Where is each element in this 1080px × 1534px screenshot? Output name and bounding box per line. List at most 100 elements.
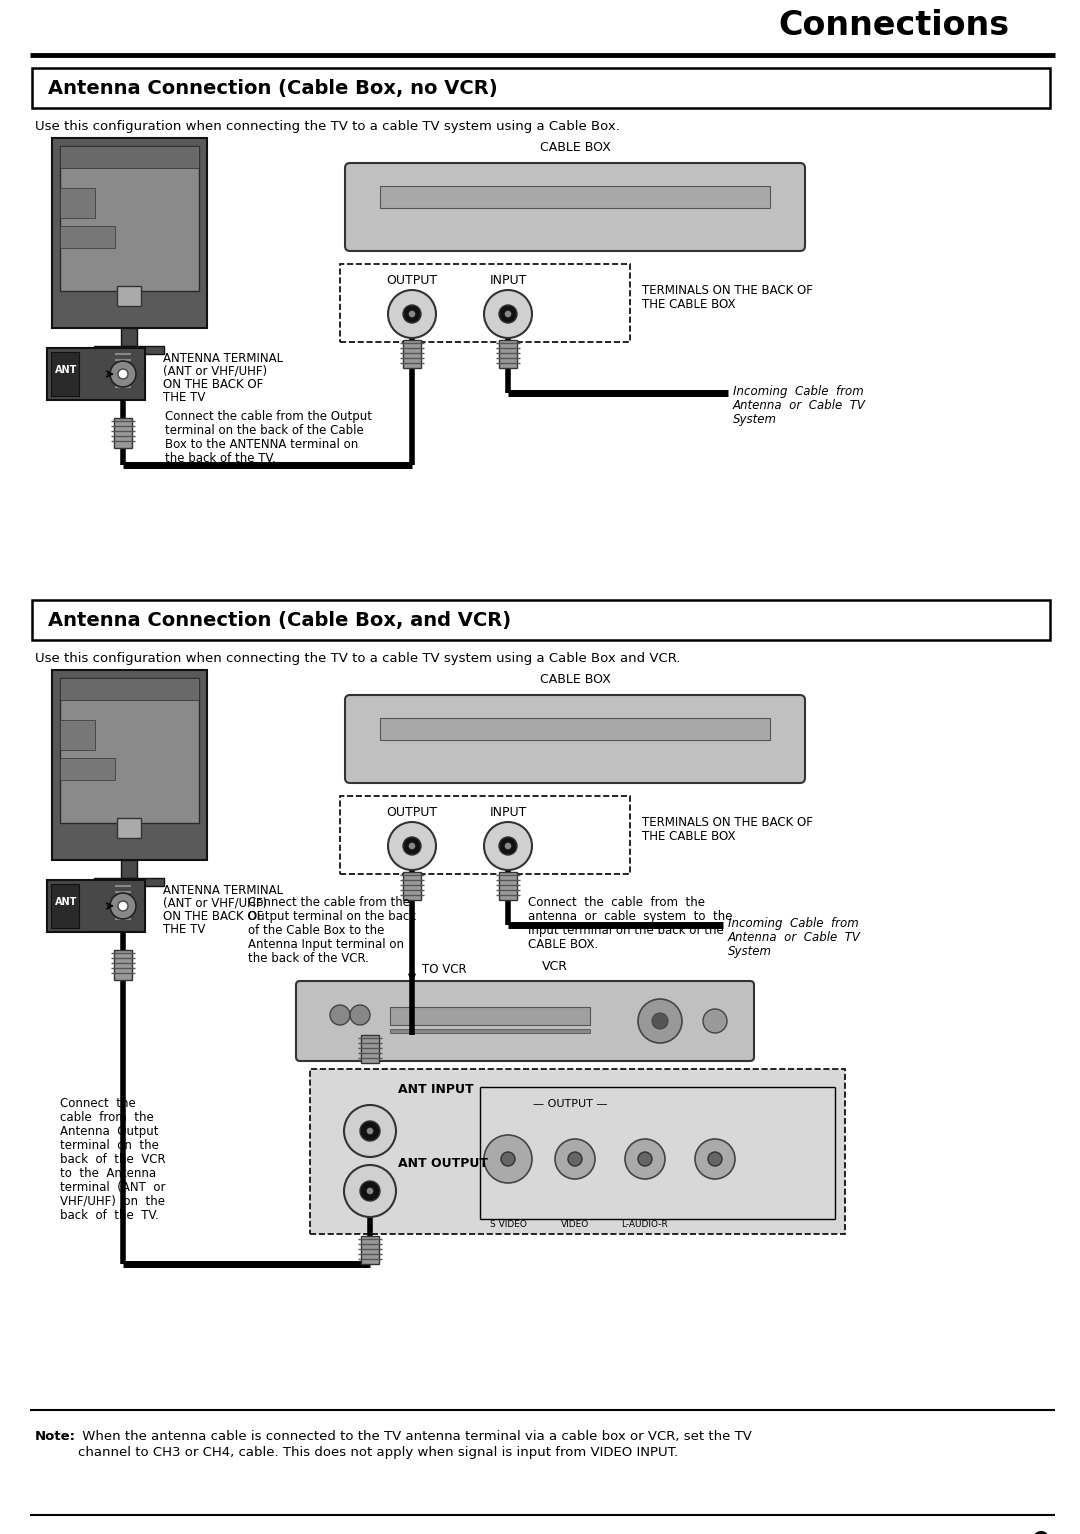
Text: Antenna  or  Cable  TV: Antenna or Cable TV [733, 399, 866, 413]
Text: terminal on the back of the Cable: terminal on the back of the Cable [165, 423, 364, 437]
Circle shape [638, 1152, 652, 1166]
Bar [340, 264, 630, 342]
Text: THE TV: THE TV [163, 391, 205, 403]
Bar [117, 285, 141, 305]
Circle shape [118, 900, 129, 911]
Text: When the antenna cable is connected to the TV antenna terminal via a cable box o: When the antenna cable is connected to t… [78, 1430, 752, 1443]
Text: the back of the TV.: the back of the TV. [165, 453, 275, 465]
Text: Connections: Connections [779, 9, 1010, 41]
Bar [60, 758, 114, 779]
Text: L-AUDIO-R: L-AUDIO-R [622, 1220, 669, 1229]
Text: ANT: ANT [55, 365, 78, 374]
Circle shape [388, 822, 436, 870]
Text: Output terminal on the back: Output terminal on the back [248, 910, 416, 923]
Text: the back of the VCR.: the back of the VCR. [248, 953, 369, 965]
Text: of the Cable Box to the: of the Cable Box to the [248, 923, 384, 937]
Bar [361, 1035, 379, 1063]
Circle shape [367, 1127, 373, 1134]
FancyBboxPatch shape [345, 695, 805, 782]
Circle shape [703, 1009, 727, 1032]
Text: Antenna Input terminal on: Antenna Input terminal on [248, 937, 404, 951]
Text: (ANT or VHF/UHF): (ANT or VHF/UHF) [163, 897, 267, 910]
Bar [60, 146, 199, 169]
Circle shape [118, 370, 129, 379]
Text: VHF/UHF)  on  the: VHF/UHF) on the [60, 1195, 165, 1207]
Text: THE CABLE BOX: THE CABLE BOX [642, 298, 735, 311]
Circle shape [501, 1152, 515, 1166]
Text: Antenna  or  Cable  TV: Antenna or Cable TV [728, 931, 861, 943]
Bar [60, 678, 199, 824]
Text: OUTPUT: OUTPUT [387, 275, 437, 287]
Bar [114, 417, 132, 448]
Text: Connect the cable from the Output: Connect the cable from the Output [165, 410, 372, 423]
Bar [499, 871, 517, 900]
Text: Antenna  Output: Antenna Output [60, 1124, 159, 1138]
Text: ANT INPUT: ANT INPUT [399, 1083, 474, 1095]
Circle shape [499, 305, 517, 324]
Circle shape [409, 844, 415, 848]
Circle shape [625, 1140, 665, 1180]
Text: Box to the ANTENNA terminal on: Box to the ANTENNA terminal on [165, 439, 359, 451]
Circle shape [403, 305, 421, 324]
Circle shape [350, 1005, 370, 1025]
Bar [340, 796, 630, 874]
Text: 9: 9 [1032, 1529, 1050, 1534]
Circle shape [505, 311, 511, 318]
Bar [60, 678, 199, 700]
Bar [380, 186, 770, 209]
Circle shape [484, 1135, 532, 1183]
Bar [390, 1006, 590, 1025]
Text: System: System [733, 413, 777, 426]
Text: TO VCR: TO VCR [422, 963, 467, 976]
Circle shape [360, 1121, 380, 1141]
Text: INPUT: INPUT [489, 275, 527, 287]
Text: (ANT or VHF/UHF): (ANT or VHF/UHF) [163, 365, 267, 377]
Text: terminal  on  the: terminal on the [60, 1140, 159, 1152]
Bar [114, 950, 132, 980]
Text: Incoming  Cable  from: Incoming Cable from [733, 385, 864, 397]
Text: CABLE BOX.: CABLE BOX. [528, 937, 598, 951]
Circle shape [388, 290, 436, 337]
Circle shape [367, 1187, 373, 1193]
Text: to  the  Antenna: to the Antenna [60, 1167, 157, 1180]
Circle shape [360, 1181, 380, 1201]
Text: S VIDEO: S VIDEO [489, 1220, 526, 1229]
Bar [403, 871, 421, 900]
Bar [121, 861, 137, 877]
Text: TERMINALS ON THE BACK OF: TERMINALS ON THE BACK OF [642, 816, 813, 828]
Bar [361, 1236, 379, 1264]
Bar [52, 138, 207, 328]
Text: Incoming  Cable  from: Incoming Cable from [728, 917, 859, 930]
Bar [51, 884, 79, 928]
Text: VIDEO: VIDEO [561, 1220, 589, 1229]
Text: ANT OUTPUT: ANT OUTPUT [399, 1157, 488, 1170]
Circle shape [505, 844, 511, 848]
Bar [32, 67, 1050, 107]
Circle shape [345, 1104, 396, 1157]
Circle shape [652, 1012, 669, 1029]
Bar [94, 347, 164, 354]
Bar [32, 600, 1050, 640]
Bar [48, 348, 145, 400]
Circle shape [110, 893, 136, 919]
Bar [60, 225, 114, 249]
Text: TERMINALS ON THE BACK OF: TERMINALS ON THE BACK OF [642, 284, 813, 298]
FancyBboxPatch shape [345, 163, 805, 252]
Bar [390, 1029, 590, 1032]
Bar [380, 718, 770, 739]
Text: terminal  (ANT  or: terminal (ANT or [60, 1181, 165, 1193]
Bar [117, 818, 141, 838]
Bar [60, 189, 95, 218]
Text: channel to CH3 or CH4, cable. This does not apply when signal is input from VIDE: channel to CH3 or CH4, cable. This does … [78, 1447, 678, 1459]
Text: cable  from  the: cable from the [60, 1111, 153, 1124]
Circle shape [499, 838, 517, 854]
Text: — OUTPUT —: — OUTPUT — [532, 1098, 607, 1109]
Circle shape [484, 290, 532, 337]
Text: ANT: ANT [55, 897, 78, 907]
Bar [94, 877, 164, 887]
Text: Connect the cable from the: Connect the cable from the [248, 896, 410, 910]
Circle shape [484, 822, 532, 870]
Circle shape [696, 1140, 735, 1180]
Text: VCR: VCR [542, 960, 568, 973]
Bar [52, 670, 207, 861]
